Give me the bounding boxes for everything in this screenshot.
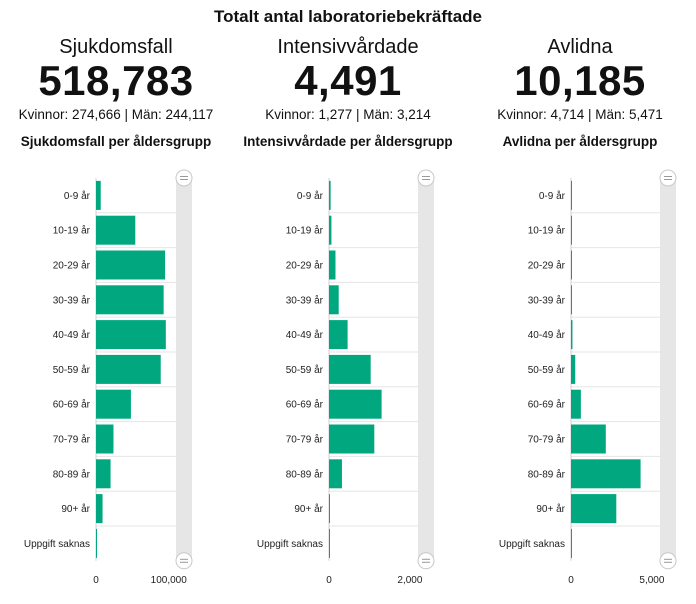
category-label: 80-89 år [528, 468, 566, 480]
category-label: 20-29 år [53, 260, 91, 272]
bar[interactable] [329, 528, 330, 558]
bar[interactable] [571, 354, 576, 384]
panel-title: Sjukdomsfall [59, 36, 173, 58]
bar[interactable] [329, 180, 331, 210]
category-label: 40-49 år [53, 329, 91, 341]
chart-title: Intensivvårdade per åldersgrupp [243, 134, 453, 149]
x-tick-label: 0 [568, 575, 574, 586]
panel-gender-split: Kvinnor: 4,714 | Män: 5,471 [497, 107, 663, 122]
bar[interactable] [329, 354, 371, 384]
category-label: 0-9 år [297, 190, 324, 202]
bar[interactable] [96, 250, 166, 280]
bar[interactable] [96, 494, 103, 524]
scroll-handle-top[interactable] [417, 169, 435, 187]
scroll-handle-top[interactable] [175, 169, 193, 187]
category-label: 50-59 år [53, 364, 91, 376]
bar[interactable] [571, 528, 572, 558]
category-label: 30-39 år [53, 294, 91, 306]
scroll-track[interactable] [660, 172, 676, 567]
scroll-handle-bottom[interactable] [417, 552, 435, 570]
category-label: 70-79 år [528, 434, 566, 446]
category-label: 30-39 år [286, 294, 324, 306]
panel-icu: Intensivvårdade 4,491 Kvinnor: 1,277 | M… [232, 0, 464, 604]
bar[interactable] [96, 215, 136, 245]
scroll-track[interactable] [176, 172, 192, 567]
category-label: 10-19 år [286, 225, 324, 237]
bar[interactable] [329, 320, 348, 350]
bar[interactable] [96, 354, 161, 384]
bar[interactable] [571, 459, 641, 489]
panel-deaths: Avlidna 10,185 Kvinnor: 4,714 | Män: 5,4… [464, 0, 696, 604]
chart-title: Avlidna per åldersgrupp [502, 134, 658, 149]
category-label: 90+ år [294, 503, 323, 515]
category-label: 80-89 år [53, 468, 91, 480]
category-label: Uppgift saknas [499, 539, 565, 550]
panel-total: 4,491 [294, 57, 402, 104]
bar[interactable] [96, 424, 114, 454]
category-label: 70-79 år [286, 434, 324, 446]
category-label: 80-89 år [286, 468, 324, 480]
bar[interactable] [571, 215, 572, 245]
category-label: 60-69 år [286, 399, 324, 411]
bar[interactable] [96, 459, 111, 489]
bar[interactable] [571, 250, 572, 280]
bar[interactable] [329, 424, 375, 454]
bar[interactable] [96, 285, 164, 315]
bar[interactable] [96, 180, 101, 210]
bar[interactable] [329, 215, 332, 245]
x-tick-label: 0 [93, 575, 99, 586]
bar[interactable] [329, 459, 342, 489]
x-tick-label: 2,000 [397, 575, 422, 586]
bar[interactable] [329, 285, 339, 315]
category-label: 40-49 år [286, 329, 324, 341]
category-label: 10-19 år [528, 225, 566, 237]
scroll-handle-bottom[interactable] [659, 552, 677, 570]
bar[interactable] [571, 424, 606, 454]
category-label: 20-29 år [528, 260, 566, 272]
x-tick-label: 100,000 [151, 575, 188, 586]
category-label: Uppgift saknas [24, 539, 90, 550]
bar[interactable] [96, 528, 97, 558]
bar[interactable] [96, 320, 166, 350]
scroll-track[interactable] [418, 172, 434, 567]
x-tick-label: 5,000 [639, 575, 664, 586]
category-label: 60-69 år [53, 399, 91, 411]
panel-cases: Sjukdomsfall 518,783 Kvinnor: 274,666 | … [0, 0, 232, 604]
panel-gender-split: Kvinnor: 274,666 | Män: 244,117 [18, 107, 214, 122]
scroll-handle-bottom[interactable] [175, 552, 193, 570]
bar[interactable] [329, 494, 330, 524]
bar[interactable] [571, 180, 572, 210]
category-label: 50-59 år [286, 364, 324, 376]
category-label: 0-9 år [64, 190, 91, 202]
category-label: Uppgift saknas [257, 539, 323, 550]
chart-title: Sjukdomsfall per åldersgrupp [20, 134, 212, 149]
bar[interactable] [571, 320, 573, 350]
category-label: 40-49 år [528, 329, 566, 341]
panel-title: Avlidna [547, 36, 613, 58]
scroll-handle-top[interactable] [659, 169, 677, 187]
page-title: Totalt antal laboratoriebekräftade [214, 7, 482, 26]
x-tick-label: 0 [326, 575, 332, 586]
panel-total: 518,783 [38, 57, 194, 104]
bar[interactable] [571, 494, 617, 524]
bar[interactable] [571, 389, 581, 419]
category-label: 60-69 år [528, 399, 566, 411]
category-label: 20-29 år [286, 260, 324, 272]
category-label: 90+ år [536, 503, 565, 515]
panel-title: Intensivvårdade [277, 36, 419, 58]
bar[interactable] [571, 285, 572, 315]
category-label: 70-79 år [53, 434, 91, 446]
category-label: 90+ år [61, 503, 90, 515]
bar[interactable] [329, 250, 336, 280]
panel-total: 10,185 [514, 57, 646, 104]
category-label: 30-39 år [528, 294, 566, 306]
panel-gender-split: Kvinnor: 1,277 | Män: 3,214 [265, 107, 431, 122]
category-label: 10-19 år [53, 225, 91, 237]
bar[interactable] [96, 389, 131, 419]
category-label: 50-59 år [528, 364, 566, 376]
bar[interactable] [329, 389, 382, 419]
category-label: 0-9 år [539, 190, 566, 202]
